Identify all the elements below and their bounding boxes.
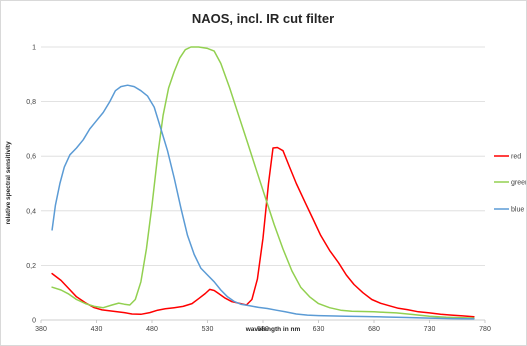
- legend-label-blue: blue: [511, 207, 524, 214]
- y-tick-label: 0,6: [26, 154, 36, 161]
- series-line-red: [51, 146, 475, 318]
- x-axis-ticks: 380 430 480 530 580 630 680 730 780: [35, 320, 491, 333]
- x-axis-label: wavelength in nm: [245, 326, 301, 333]
- x-tick-label: 380: [35, 326, 47, 333]
- y-axis-ticks: 0 0,2 0,4 0,6 0,8 1: [26, 45, 36, 325]
- legend-label-green: green: [511, 180, 526, 187]
- x-tick-label: 430: [91, 326, 103, 333]
- gridlines: [41, 46, 485, 321]
- y-tick-label: 1: [32, 45, 36, 52]
- y-tick-label: 0,4: [26, 208, 36, 215]
- x-tick-label: 580: [257, 326, 269, 333]
- y-tick-label: 0,8: [26, 99, 36, 106]
- y-axis-label: relative spectral sensitivity: [5, 141, 12, 224]
- x-tick-label: 730: [424, 326, 436, 333]
- legend: red green blue: [494, 154, 526, 214]
- series-line-blue: [51, 84, 475, 320]
- legend-label-red: red: [511, 154, 521, 161]
- x-tick-label: 480: [146, 326, 158, 333]
- x-tick-label: 780: [479, 326, 491, 333]
- x-tick-label: 680: [368, 326, 380, 333]
- series-line-green: [51, 46, 475, 319]
- x-tick-label: 530: [202, 326, 214, 333]
- chart-title: NAOS, incl. IR cut filter: [192, 11, 334, 26]
- series-lines: [51, 46, 475, 320]
- y-tick-label: 0,2: [26, 263, 36, 270]
- y-tick-label: 0: [32, 318, 36, 325]
- x-tick-label: 630: [313, 326, 325, 333]
